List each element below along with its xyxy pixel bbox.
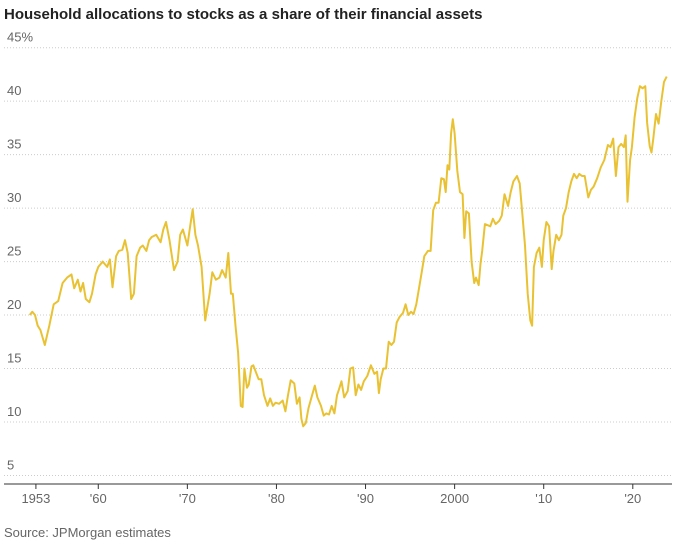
data-line [28, 76, 668, 428]
y-tick-label: 5 [7, 457, 14, 472]
x-tick-label: 2000 [440, 491, 469, 506]
y-tick-label: 45% [7, 30, 33, 45]
x-tick-label: '10 [535, 491, 552, 506]
x-tick-label: '90 [357, 491, 374, 506]
source-note: Source: JPMorgan estimates [4, 525, 171, 540]
chart-title: Household allocations to stocks as a sha… [4, 6, 482, 23]
y-tick-label: 20 [7, 297, 21, 312]
y-tick-label: 35 [7, 137, 21, 152]
x-tick-label: '70 [179, 491, 196, 506]
y-tick-label: 30 [7, 190, 21, 205]
y-tick-label: 15 [7, 351, 21, 366]
y-tick-label: 10 [7, 404, 21, 419]
x-tick-label: '60 [90, 491, 107, 506]
x-tick-label: '80 [268, 491, 285, 506]
y-tick-label: 40 [7, 83, 21, 98]
y-tick-label: 25 [7, 244, 21, 259]
x-tick-label: 1953 [21, 491, 50, 506]
x-tick-label: '20 [624, 491, 641, 506]
